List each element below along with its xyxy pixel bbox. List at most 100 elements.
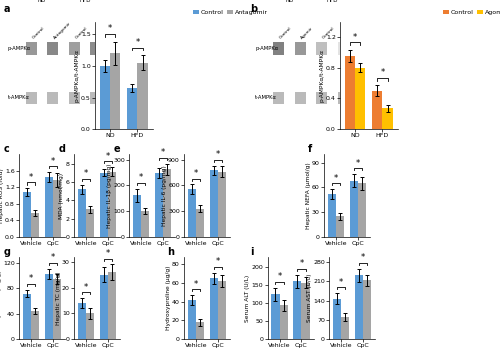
Text: 62 kDa: 62 kDa bbox=[343, 46, 360, 51]
Text: *: * bbox=[216, 257, 220, 266]
Text: t-AMPKα: t-AMPKα bbox=[8, 95, 30, 100]
Bar bbox=[196, 322, 204, 339]
Text: *: * bbox=[136, 38, 140, 47]
Bar bbox=[108, 272, 116, 339]
Bar bbox=[110, 53, 120, 129]
Bar bbox=[154, 173, 163, 237]
Bar bbox=[350, 181, 358, 237]
Bar bbox=[100, 173, 108, 237]
Bar bbox=[274, 42, 284, 55]
Text: *: * bbox=[106, 152, 110, 161]
Text: *: * bbox=[194, 169, 198, 178]
Bar bbox=[338, 42, 348, 55]
Y-axis label: p-AMPKα/t-AMPKα: p-AMPKα/t-AMPKα bbox=[74, 49, 80, 102]
Bar bbox=[69, 92, 80, 104]
Text: Control: Control bbox=[31, 26, 45, 40]
Legend: Control, Agomir: Control, Agomir bbox=[443, 10, 500, 15]
Text: *: * bbox=[356, 159, 360, 168]
Text: c: c bbox=[4, 144, 10, 154]
Text: Control: Control bbox=[322, 26, 336, 40]
Bar bbox=[218, 281, 226, 339]
Text: ND: ND bbox=[38, 0, 46, 3]
Bar bbox=[90, 42, 101, 55]
Text: *: * bbox=[29, 173, 33, 182]
Text: d: d bbox=[59, 144, 66, 154]
Y-axis label: p-AMPKα/t-AMPKα: p-AMPKα/t-AMPKα bbox=[320, 49, 324, 102]
Bar bbox=[78, 303, 86, 339]
Text: Control: Control bbox=[74, 26, 88, 40]
Bar bbox=[271, 294, 280, 339]
Y-axis label: Serum ALT (U/L): Serum ALT (U/L) bbox=[245, 274, 250, 322]
Text: h: h bbox=[168, 247, 174, 257]
Text: *: * bbox=[51, 157, 55, 166]
Text: *: * bbox=[106, 249, 110, 258]
Text: a: a bbox=[4, 4, 10, 14]
Bar bbox=[332, 299, 341, 339]
Text: HFD: HFD bbox=[79, 0, 90, 3]
Text: *: * bbox=[108, 24, 112, 33]
Y-axis label: Hydroxyproline (μg/g): Hydroxyproline (μg/g) bbox=[166, 266, 170, 330]
Text: *: * bbox=[334, 174, 338, 183]
Y-axis label: Hepatic IL-6 (pg/mg): Hepatic IL-6 (pg/mg) bbox=[162, 165, 166, 226]
Bar bbox=[372, 91, 382, 129]
Bar bbox=[90, 92, 101, 104]
Bar bbox=[295, 42, 306, 55]
Text: *: * bbox=[84, 283, 88, 292]
Bar bbox=[141, 211, 150, 237]
Bar bbox=[338, 92, 348, 104]
Y-axis label: Serum AST (U/L): Serum AST (U/L) bbox=[306, 274, 312, 322]
Bar bbox=[44, 274, 53, 339]
Bar bbox=[22, 192, 31, 237]
Bar bbox=[341, 317, 349, 339]
Text: *: * bbox=[51, 253, 55, 262]
Bar bbox=[355, 68, 366, 129]
Bar bbox=[127, 88, 138, 129]
Bar bbox=[53, 180, 62, 237]
Bar bbox=[382, 108, 393, 129]
Text: f: f bbox=[308, 144, 312, 154]
Text: *: * bbox=[380, 68, 384, 77]
Bar bbox=[196, 209, 204, 237]
Text: ND: ND bbox=[285, 0, 294, 3]
Bar bbox=[316, 92, 327, 104]
Bar bbox=[344, 56, 355, 129]
Text: *: * bbox=[300, 259, 304, 268]
Text: *: * bbox=[161, 148, 165, 157]
Text: Antagomir: Antagomir bbox=[52, 21, 72, 40]
Bar bbox=[218, 172, 226, 237]
Bar bbox=[210, 170, 218, 237]
Y-axis label: Hepatic TG (mg/g): Hepatic TG (mg/g) bbox=[0, 271, 2, 325]
Bar bbox=[108, 172, 116, 237]
Bar bbox=[26, 42, 36, 55]
Text: e: e bbox=[114, 144, 120, 154]
Bar bbox=[100, 66, 110, 129]
Bar bbox=[31, 311, 40, 339]
Text: 62 kDa: 62 kDa bbox=[96, 46, 113, 51]
Bar bbox=[132, 195, 141, 237]
Bar bbox=[188, 300, 196, 339]
Bar bbox=[138, 63, 148, 129]
Text: 62 kDa: 62 kDa bbox=[96, 95, 113, 100]
Text: b: b bbox=[250, 4, 257, 14]
Y-axis label: MDA (nmol/mg): MDA (nmol/mg) bbox=[60, 173, 64, 219]
Bar bbox=[188, 189, 196, 237]
Text: *: * bbox=[278, 272, 281, 281]
Bar bbox=[53, 279, 62, 339]
Bar bbox=[295, 92, 306, 104]
Bar bbox=[210, 278, 218, 339]
Bar bbox=[48, 42, 58, 55]
Bar bbox=[26, 92, 36, 104]
Y-axis label: Hepatic IL-1β (pg/mg): Hepatic IL-1β (pg/mg) bbox=[106, 163, 112, 228]
Text: p-AMPKα: p-AMPKα bbox=[255, 46, 278, 51]
Bar bbox=[44, 177, 53, 237]
Text: *: * bbox=[361, 253, 365, 262]
Bar bbox=[163, 169, 172, 237]
Text: i: i bbox=[250, 247, 254, 257]
Bar bbox=[280, 305, 288, 339]
Bar bbox=[293, 281, 302, 339]
Text: *: * bbox=[339, 278, 343, 286]
Y-axis label: Hepatic ROS (fold): Hepatic ROS (fold) bbox=[0, 168, 4, 223]
Text: HFD: HFD bbox=[326, 0, 338, 3]
Bar bbox=[78, 189, 86, 237]
Text: *: * bbox=[84, 169, 88, 178]
